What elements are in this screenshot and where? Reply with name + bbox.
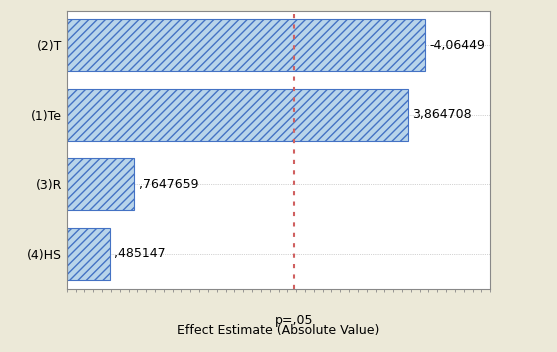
X-axis label: Effect Estimate (Absolute Value): Effect Estimate (Absolute Value) (177, 324, 380, 337)
Text: -4,06449: -4,06449 (429, 39, 486, 52)
Text: p=,05: p=,05 (275, 314, 313, 327)
Text: 3,864708: 3,864708 (412, 108, 472, 121)
Bar (67, 89, 408, 141)
Text: ,485147: ,485147 (114, 247, 165, 260)
Text: ,7647659: ,7647659 (139, 178, 198, 191)
Bar (67, 228, 110, 280)
Bar (67, 158, 134, 210)
Bar (67, 19, 426, 71)
